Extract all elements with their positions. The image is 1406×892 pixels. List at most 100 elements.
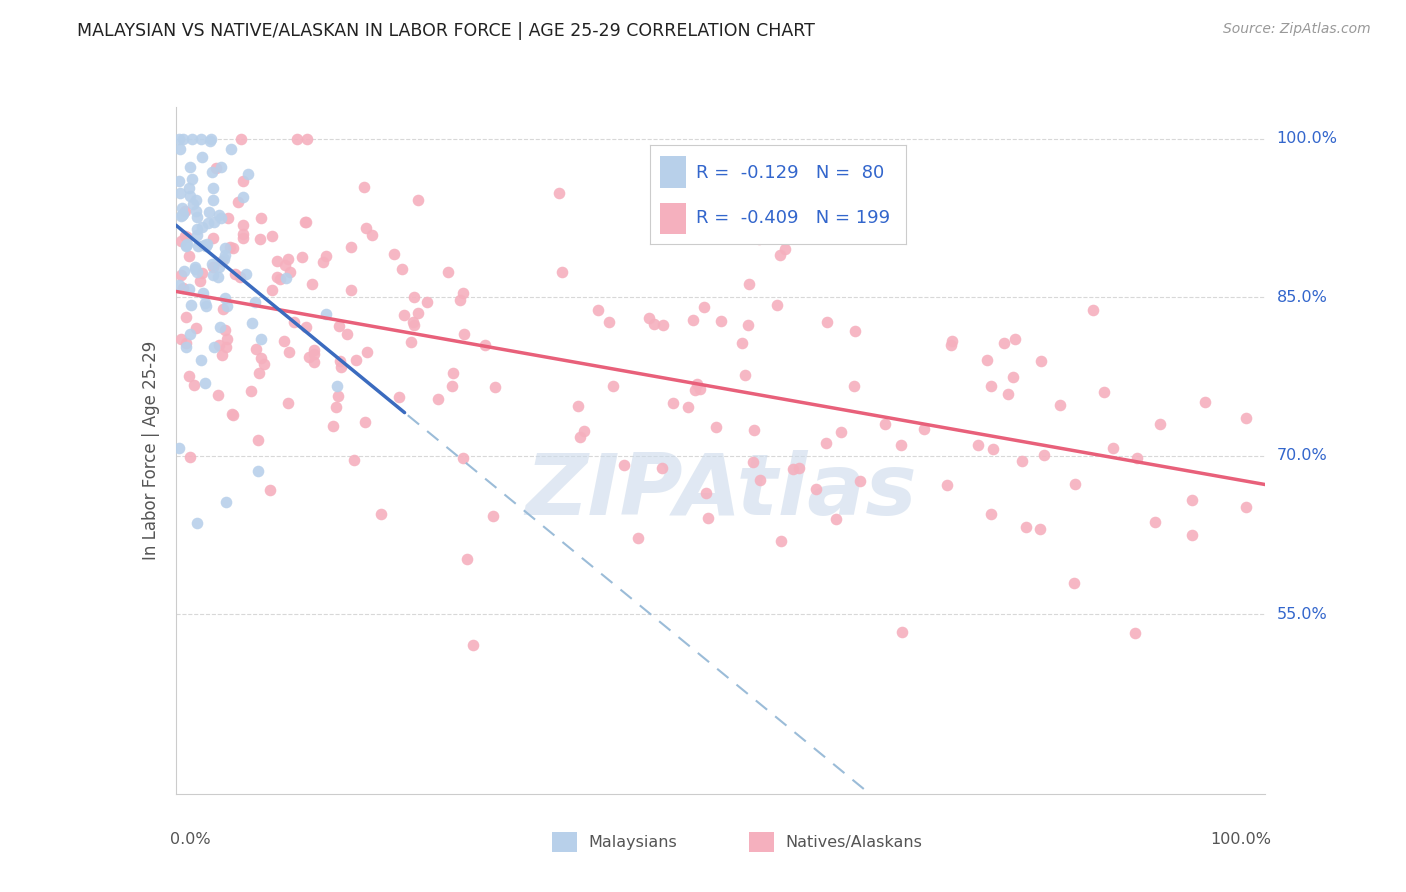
Point [686, 376, 709, 391]
Point [253, 357, 276, 371]
Point [983, 442, 1005, 457]
Point [322, 418, 344, 433]
Point [294, 215, 316, 229]
Point [242, 316, 264, 330]
Point [212, 252, 235, 266]
Point [295, 320, 318, 334]
Point [588, 303, 610, 318]
Point [737, 318, 759, 333]
Point [408, 193, 430, 207]
Point [194, 376, 217, 391]
Point [844, 324, 866, 338]
Point [388, 390, 411, 404]
Point [340, 283, 363, 297]
Point [787, 461, 810, 475]
Point [443, 366, 465, 380]
Point [215, 341, 238, 355]
Point [1234, 500, 1257, 514]
Point [191, 266, 214, 280]
Point [336, 327, 359, 342]
Point [602, 378, 624, 392]
Point [1143, 516, 1166, 530]
Point [183, 378, 205, 392]
Point [315, 248, 337, 262]
Point [250, 332, 273, 346]
Point [437, 265, 460, 279]
Point [326, 388, 349, 402]
Point [181, 197, 204, 211]
Point [842, 214, 865, 228]
Point [748, 473, 770, 487]
Point [245, 295, 267, 310]
Point [214, 494, 236, 508]
Point [269, 272, 291, 286]
Point [198, 135, 221, 149]
Point [278, 344, 301, 359]
Point [169, 174, 191, 188]
Point [689, 382, 711, 396]
Point [186, 222, 208, 236]
Point [176, 310, 198, 324]
Point [463, 639, 485, 653]
Point [814, 436, 837, 450]
Point [451, 285, 474, 300]
Point [200, 132, 222, 146]
Point [180, 298, 202, 312]
Point [167, 132, 190, 146]
Point [301, 277, 323, 292]
Point [302, 347, 325, 361]
Point [769, 248, 792, 262]
Point [1123, 626, 1146, 640]
Point [172, 132, 194, 146]
Text: R =  -0.409   N = 199: R = -0.409 N = 199 [696, 209, 890, 227]
Point [782, 462, 804, 476]
Point [176, 236, 198, 251]
Point [207, 388, 229, 402]
Text: Malaysians: Malaysians [588, 835, 678, 849]
Point [169, 142, 191, 156]
Point [361, 227, 384, 242]
Point [456, 552, 478, 566]
Text: Source: ZipAtlas.com: Source: ZipAtlas.com [1223, 22, 1371, 37]
Point [302, 343, 325, 358]
Point [197, 216, 219, 230]
Point [195, 299, 218, 313]
Point [245, 343, 267, 357]
Point [186, 210, 208, 224]
Point [222, 408, 245, 422]
Point [202, 181, 225, 195]
Point [211, 254, 233, 268]
Point [201, 165, 224, 179]
Point [194, 296, 217, 310]
Point [1063, 575, 1085, 590]
Point [176, 230, 198, 244]
Point [219, 142, 242, 156]
Point [249, 232, 271, 246]
Point [208, 260, 231, 274]
Point [1194, 394, 1216, 409]
Point [474, 337, 496, 351]
Point [402, 318, 425, 333]
Point [1101, 441, 1123, 455]
Point [370, 507, 392, 521]
Point [169, 186, 191, 201]
Point [219, 240, 242, 254]
Point [997, 387, 1019, 401]
Point [179, 160, 201, 174]
Point [191, 285, 214, 300]
Point [1011, 454, 1033, 468]
Point [1181, 492, 1204, 507]
Point [247, 366, 270, 380]
Text: 100.0%: 100.0% [1209, 831, 1271, 847]
Point [190, 219, 212, 234]
Point [328, 319, 350, 334]
Point [174, 340, 197, 354]
Point [184, 262, 207, 277]
Point [249, 211, 271, 226]
Point [215, 300, 238, 314]
Point [315, 307, 337, 321]
Point [1004, 332, 1026, 346]
Point [548, 186, 571, 200]
Point [188, 274, 211, 288]
Point [277, 396, 299, 410]
